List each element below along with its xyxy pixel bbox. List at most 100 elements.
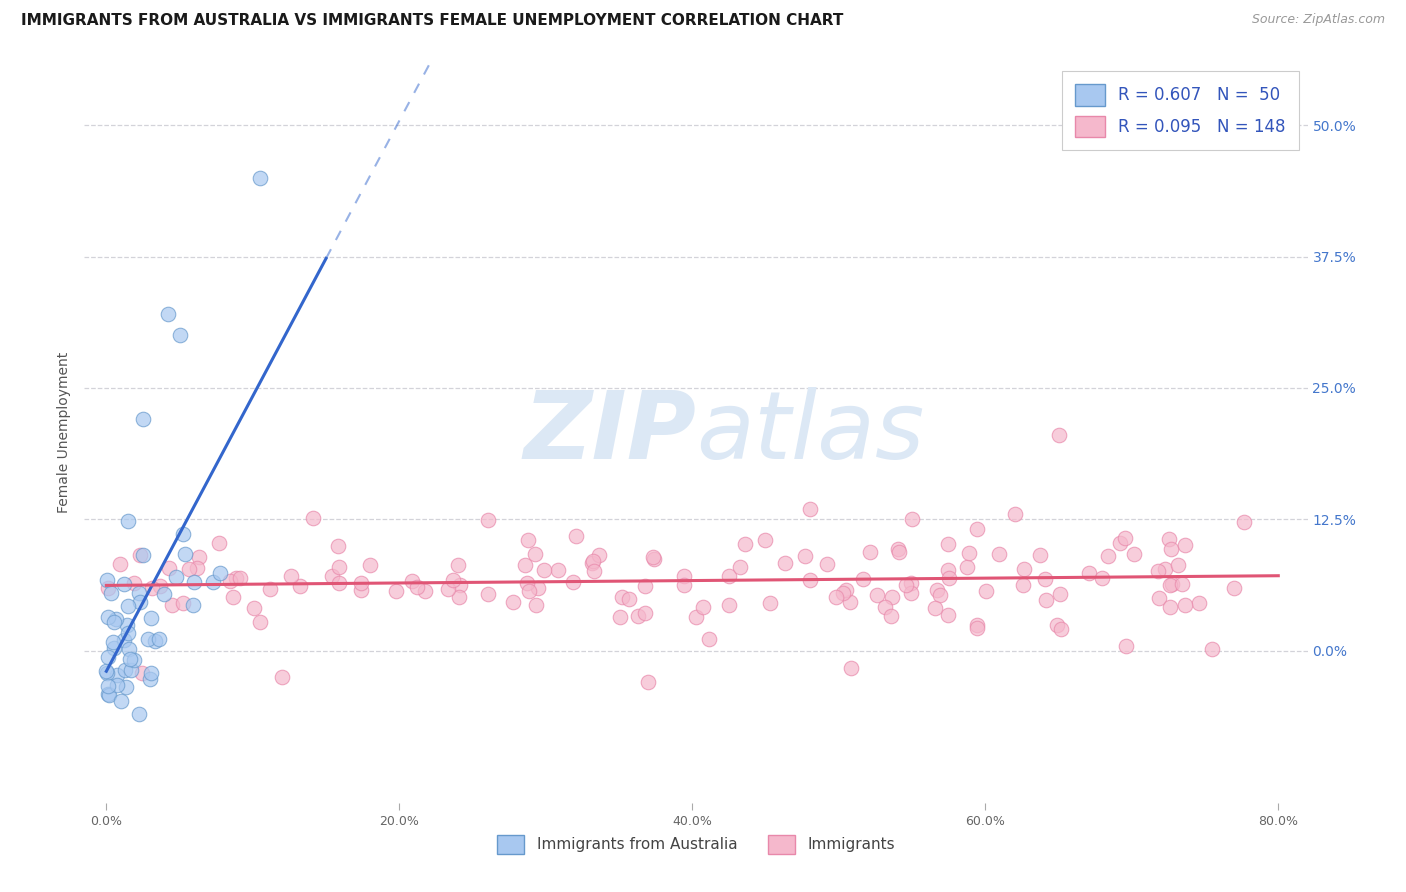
Point — [321, 569, 343, 583]
Point — [799, 501, 821, 516]
Point — [526, 581, 548, 595]
Point — [103, 641, 125, 656]
Point — [122, 576, 145, 591]
Point — [350, 582, 373, 597]
Point — [118, 642, 141, 657]
Point — [406, 580, 429, 594]
Point — [900, 586, 922, 600]
Point — [924, 601, 946, 615]
Point — [186, 561, 208, 575]
Point — [513, 558, 536, 573]
Point — [326, 539, 349, 553]
Point — [136, 632, 159, 647]
Point — [1174, 598, 1197, 612]
Point — [172, 596, 194, 610]
Point — [957, 546, 980, 560]
Point — [799, 573, 821, 587]
Point — [384, 583, 406, 598]
Point — [1154, 562, 1177, 576]
Point — [117, 599, 139, 614]
Point — [328, 560, 350, 574]
Point — [174, 547, 197, 561]
Legend: Immigrants from Australia, Immigrants: Immigrants from Australia, Immigrants — [489, 827, 903, 862]
Point — [156, 308, 179, 322]
Point — [120, 663, 142, 677]
Point — [1004, 507, 1026, 521]
Point — [1033, 572, 1056, 586]
Point — [124, 653, 146, 667]
Point — [966, 622, 988, 636]
Point — [229, 571, 252, 585]
Point — [98, 688, 121, 702]
Point — [880, 591, 903, 605]
Point — [114, 663, 136, 677]
Point — [936, 563, 959, 577]
Point — [271, 670, 294, 684]
Point — [288, 579, 311, 593]
Point — [839, 595, 862, 609]
Point — [1029, 548, 1052, 562]
Y-axis label: Female Unemployment: Female Unemployment — [58, 352, 72, 513]
Point — [1161, 577, 1184, 591]
Point — [734, 537, 756, 551]
Point — [588, 548, 610, 562]
Point — [477, 513, 499, 527]
Point — [202, 575, 225, 590]
Point — [517, 533, 540, 547]
Point — [502, 595, 524, 609]
Point — [815, 557, 838, 571]
Point — [132, 412, 155, 426]
Point — [1223, 582, 1246, 596]
Point — [866, 588, 889, 602]
Point — [148, 632, 170, 647]
Point — [1174, 538, 1197, 552]
Point — [643, 551, 665, 566]
Point — [634, 607, 657, 621]
Point — [901, 512, 924, 526]
Point — [1146, 565, 1168, 579]
Point — [179, 562, 201, 576]
Point — [1046, 617, 1069, 632]
Point — [1201, 642, 1223, 657]
Point — [880, 608, 903, 623]
Point — [222, 590, 245, 604]
Point — [697, 632, 720, 646]
Point — [1159, 600, 1181, 615]
Point — [129, 548, 152, 562]
Point — [97, 650, 120, 665]
Point — [832, 586, 855, 600]
Point — [249, 615, 271, 629]
Point — [637, 675, 659, 690]
Point — [582, 565, 605, 579]
Point — [609, 610, 631, 624]
Point — [115, 618, 138, 632]
Point — [894, 578, 917, 592]
Point — [1012, 561, 1035, 575]
Point — [112, 577, 135, 591]
Point — [209, 566, 232, 580]
Point — [243, 600, 266, 615]
Point — [97, 687, 120, 701]
Point — [104, 612, 127, 626]
Point — [839, 661, 862, 675]
Point — [187, 549, 209, 564]
Point — [523, 547, 546, 561]
Point — [717, 568, 740, 582]
Point — [128, 586, 150, 600]
Point — [524, 598, 547, 612]
Point — [1114, 532, 1136, 546]
Point — [627, 609, 650, 624]
Point — [280, 568, 302, 582]
Point — [101, 634, 124, 648]
Point — [852, 572, 875, 586]
Point — [1108, 536, 1130, 550]
Point — [219, 574, 242, 588]
Point — [565, 529, 588, 543]
Point — [208, 536, 231, 550]
Point — [773, 556, 796, 570]
Point — [131, 665, 153, 680]
Point — [105, 678, 128, 692]
Text: atlas: atlas — [696, 387, 924, 478]
Point — [956, 560, 979, 574]
Point — [413, 583, 436, 598]
